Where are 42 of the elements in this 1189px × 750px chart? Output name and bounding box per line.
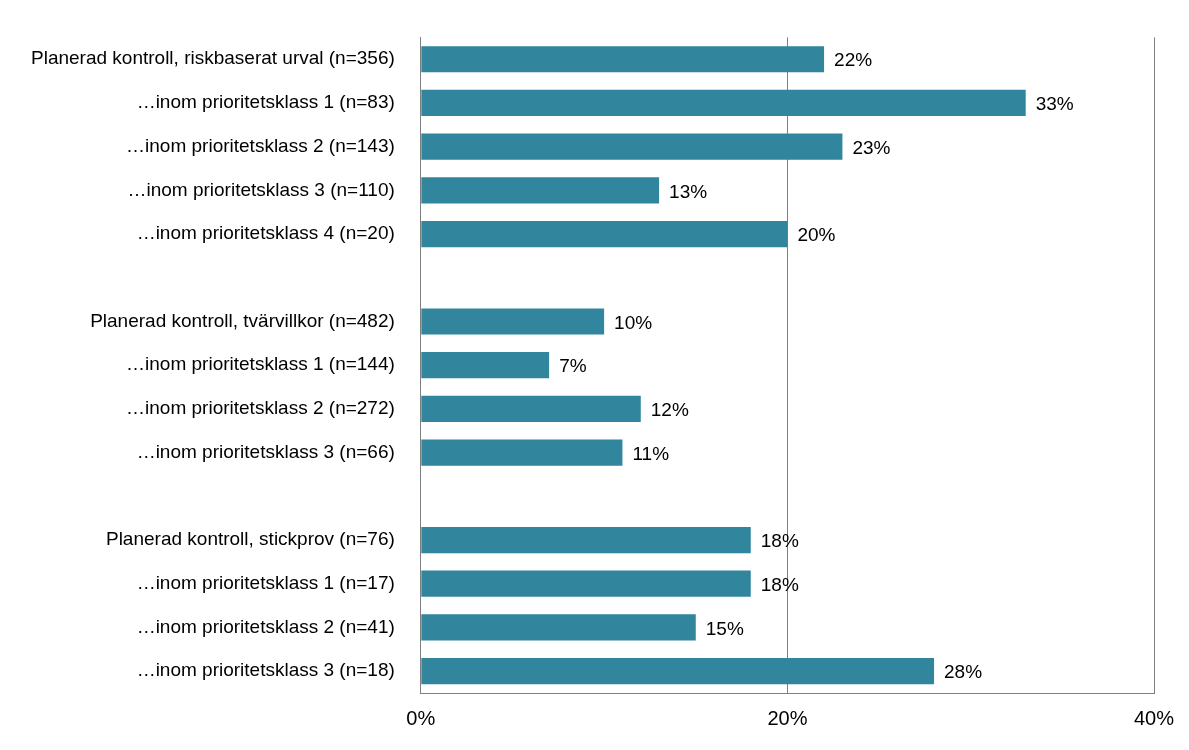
data-label: 10% [614,311,653,333]
y-tick-label: …inom prioritetsklass 3 (n=110) [127,178,395,200]
y-tick-label: …inom prioritetsklass 3 (n=66) [136,440,395,462]
y-tick-label: …inom prioritetsklass 2 (n=272) [126,397,395,419]
bar [421,133,843,160]
data-label: 33% [1035,93,1074,115]
data-label: 12% [650,399,689,421]
bar [421,177,660,204]
data-label: 22% [834,49,873,71]
y-tick-label: Planerad kontroll, tvärvillkor (n=482) [90,309,395,331]
bar [421,220,788,248]
x-tick-label: 0% [406,706,436,729]
y-tick-label: …inom prioritetsklass 2 (n=143) [126,134,395,156]
y-tick-label: Planerad kontroll, stickprov (n=76) [105,528,395,550]
data-label: 20% [797,224,836,246]
y-tick-label: …inom prioritetsklass 1 (n=17) [136,571,395,593]
bar [421,352,550,379]
bar [421,570,751,597]
data-label: 23% [852,136,891,158]
data-label: 11% [632,442,670,464]
bar [421,614,696,641]
x-tick-label: 40% [1133,706,1175,729]
bar [421,89,1026,117]
bar [421,308,605,335]
y-tick-label: Planerad kontroll, riskbaserat urval (n=356) [30,47,395,69]
data-label: 18% [760,573,799,595]
y-tick-label: …inom prioritetsklass 1 (n=83) [136,91,395,113]
data-label: 13% [669,180,708,202]
x-tick-label: 20% [767,706,808,729]
bar [421,439,623,466]
bar [421,46,825,73]
y-tick-label: …inom prioritetsklass 3 (n=18) [136,659,395,681]
y-tick-label: …inom prioritetsklass 4 (n=20) [136,222,395,244]
data-label: 28% [944,661,983,683]
y-tick-label: …inom prioritetsklass 2 (n=41) [136,615,395,637]
bar [421,658,935,685]
bar [421,526,751,554]
data-label: 18% [760,530,799,552]
data-label: 15% [705,617,744,639]
data-label: 7% [559,355,587,377]
bar [421,395,641,423]
y-tick-label: …inom prioritetsklass 1 (n=144) [126,353,395,375]
